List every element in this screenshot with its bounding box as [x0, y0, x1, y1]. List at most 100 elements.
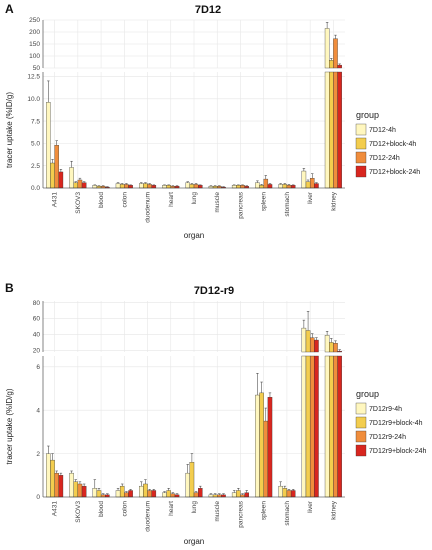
bar: [166, 185, 171, 189]
bar: [286, 185, 292, 189]
bar: [81, 182, 87, 189]
bar: [309, 355, 315, 498]
bar: [139, 183, 144, 189]
y-tick-label: 100: [29, 53, 40, 60]
bar: [143, 483, 148, 498]
x-tick-label: A431: [52, 192, 59, 208]
x-tick-label: stomach: [284, 501, 291, 526]
x-tick-label: muscle: [214, 501, 221, 522]
bar: [92, 488, 98, 498]
x-tick-label: spleen: [261, 192, 268, 212]
x-tick-label: A431: [52, 501, 59, 517]
bar-upper-segment: [301, 327, 307, 353]
x-tick-label: heart: [168, 192, 175, 207]
x-tick-label: duodenum: [145, 192, 152, 223]
x-tick-label: spleen: [261, 501, 268, 521]
y-axis-label: tracer uptake (%ID/g): [5, 92, 14, 168]
y-tick-label: 20: [33, 348, 41, 355]
y-tick-label: 6: [36, 364, 40, 371]
bar: [333, 71, 338, 189]
bar: [96, 490, 102, 498]
bar: [309, 178, 315, 189]
bar: [50, 162, 55, 189]
bar: [147, 490, 152, 498]
y-tick-label: 2.5: [31, 163, 40, 170]
bar: [314, 355, 319, 498]
bar: [198, 185, 203, 189]
x-tick-label: pancreas: [237, 500, 244, 527]
bar: [139, 485, 144, 498]
bar: [305, 355, 311, 498]
x-tick-label: SKOV3: [75, 501, 82, 523]
bar: [124, 492, 129, 498]
bar: [221, 494, 226, 498]
x-tick-label: lung: [191, 192, 198, 205]
bar-upper-segment: [324, 335, 330, 353]
legend: group 7D12-4h 7D12+block-4h 7D12-24h 7D12+bl…: [355, 110, 420, 178]
x-tick-label: heart: [168, 501, 175, 516]
bar: [46, 453, 51, 498]
bar: [329, 71, 334, 189]
bar: [54, 472, 59, 498]
bar: [162, 185, 167, 189]
bar-upper-segment: [329, 60, 334, 69]
bar: [212, 494, 218, 498]
bar: [166, 490, 171, 498]
bar: [77, 179, 83, 189]
bar: [105, 494, 110, 498]
bar: [337, 71, 342, 189]
bar: [290, 185, 296, 189]
legend-label: 7D12r9-24h: [369, 434, 406, 441]
bar: [231, 492, 237, 498]
x-tick-label: duodenum: [145, 501, 152, 532]
bar: [185, 472, 190, 498]
bar-upper-segment: [309, 337, 315, 353]
x-tick-label: kidney: [330, 500, 337, 520]
bar-upper-segment: [329, 342, 334, 353]
bar: [124, 184, 129, 189]
legend-swatch: [355, 137, 367, 150]
x-tick-label: blood: [98, 501, 105, 517]
bar: [77, 483, 83, 498]
bar: [185, 182, 190, 189]
bar: [147, 184, 152, 189]
bar: [143, 183, 148, 189]
bar: [240, 494, 245, 498]
bar: [278, 485, 283, 498]
x-tick-label: liver: [307, 500, 314, 513]
legend-title: group: [356, 389, 379, 399]
legend-label: 7D12+block-24h: [369, 169, 420, 176]
y-tick-label: 250: [29, 17, 40, 24]
bar: [174, 494, 180, 498]
x-axis-label: organ: [184, 231, 204, 240]
y-tick-label: 12.5: [27, 74, 40, 81]
x-axis-label: organ: [184, 537, 204, 546]
chart-panel-b: B 7D12-r9 20 40 60 80 0 2 4 6 A431 SKOV3 blood colon d…: [5, 281, 427, 546]
bar: [189, 184, 195, 189]
bar: [128, 490, 133, 498]
bar: [324, 355, 330, 498]
bar: [286, 490, 292, 498]
bar: [162, 492, 167, 498]
bar-upper-segment: [333, 38, 338, 69]
bar: [236, 490, 241, 498]
bar: [73, 481, 79, 498]
bar: [73, 182, 79, 189]
panel-letter: B: [5, 281, 14, 295]
bar: [290, 490, 296, 498]
bar: [115, 183, 121, 189]
bar: [259, 185, 264, 189]
y-tick-label: 10.0: [27, 96, 40, 103]
y-tick-label: 4: [36, 407, 40, 414]
bar: [151, 490, 157, 498]
bar: [119, 485, 125, 498]
bar: [69, 167, 74, 189]
bar: [282, 488, 288, 498]
x-tick-label: colon: [121, 192, 128, 208]
bar: [100, 494, 106, 498]
bar: [244, 492, 249, 498]
bar: [324, 71, 330, 189]
bar-upper-segment: [333, 343, 338, 353]
bar: [81, 485, 87, 498]
